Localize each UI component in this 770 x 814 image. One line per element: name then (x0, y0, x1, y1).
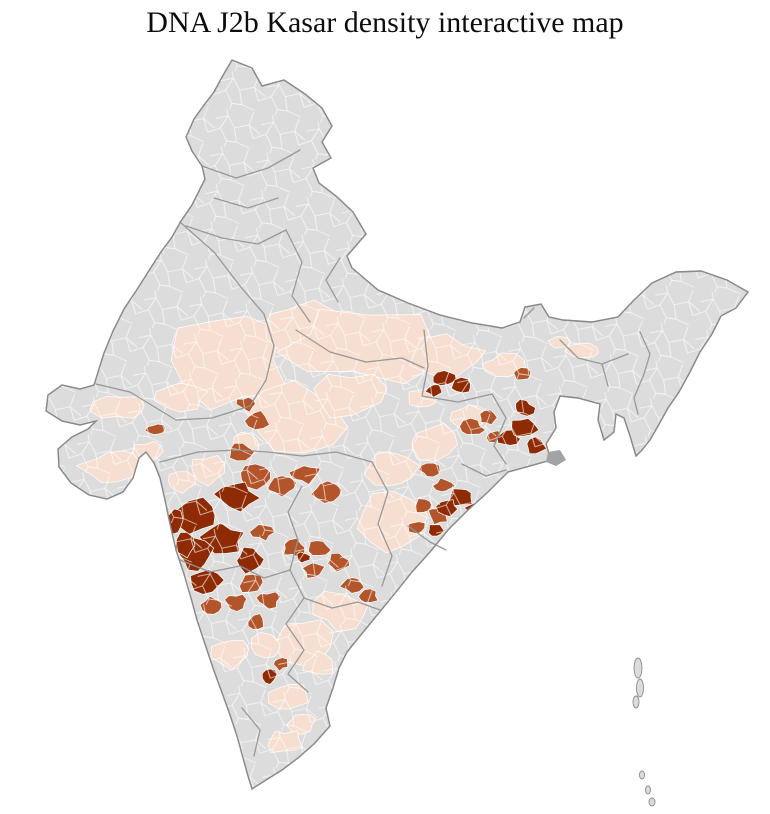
density-region-low[interactable] (152, 587, 171, 613)
sundarbans-delta (546, 450, 566, 466)
page-title: DNA J2b Kasar density interactive map (146, 6, 624, 39)
density-region-low[interactable] (565, 342, 599, 358)
density-region-low[interactable] (89, 396, 145, 419)
india-base-region[interactable] (45, 59, 749, 790)
andaman-nicobar-islands[interactable] (632, 657, 656, 807)
